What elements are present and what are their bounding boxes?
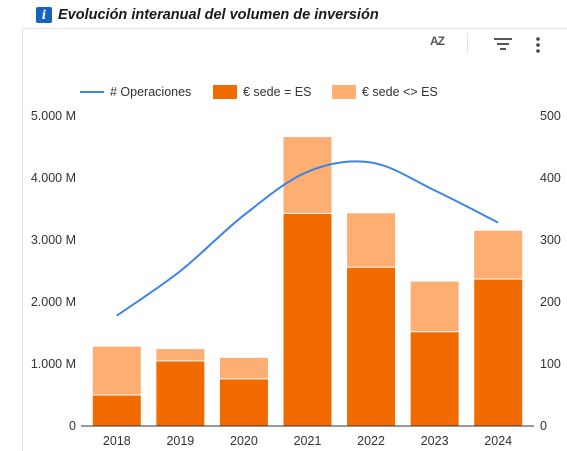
x-tick-label: 2023: [421, 434, 449, 448]
y-right-tick-label: 0: [540, 419, 547, 433]
chart-panel: [22, 28, 567, 451]
x-tick-label: 2018: [103, 434, 131, 448]
toolbar-divider: [467, 33, 468, 53]
bar-sede-es: [219, 378, 268, 426]
y-left-tick-label: 5.000 M: [31, 109, 76, 123]
y-right-tick-label: 400: [540, 171, 561, 185]
y-right-tick-label: 200: [540, 295, 561, 309]
bar-sede-es: [347, 267, 396, 426]
y-right-tick-label: 100: [540, 357, 561, 371]
more-vert-icon[interactable]: [535, 37, 541, 53]
bar-sede-otra: [283, 137, 332, 214]
y-left-tick-label: 3.000 M: [31, 233, 76, 247]
legend-label-2: € sede <> ES: [362, 85, 438, 99]
filter-icon[interactable]: [494, 38, 512, 50]
bar-sede-otra: [92, 346, 141, 395]
bar-sede-otra: [156, 349, 205, 361]
x-tick-label: 2020: [230, 434, 258, 448]
x-tick-label: 2019: [166, 434, 194, 448]
bar-sede-otra: [347, 213, 396, 268]
y-left-tick-label: 1.000 M: [31, 357, 76, 371]
legend-box-swatch-1: [213, 85, 237, 99]
x-tick-label: 2024: [484, 434, 512, 448]
legend-box-swatch-2: [332, 85, 356, 99]
bar-sede-otra: [474, 230, 523, 280]
line-operaciones: [116, 160, 499, 317]
legend-label-operaciones: # Operaciones: [110, 85, 191, 99]
y-left-tick-label: 4.000 M: [31, 171, 76, 185]
bar-sede-otra: [219, 357, 268, 379]
bar-sede-es: [92, 395, 141, 426]
bar-sede-otra: [410, 281, 459, 332]
x-tick-label: 2021: [294, 434, 322, 448]
x-tick-label: 2022: [357, 434, 385, 448]
bar-sede-es: [410, 331, 459, 426]
bar-sede-es: [283, 213, 332, 426]
y-right-tick-label: 500: [540, 109, 561, 123]
chart-title: Evolución interanual del volumen de inve…: [58, 7, 379, 23]
chart-header: i Evolución interanual del volumen de in…: [36, 4, 379, 26]
info-icon[interactable]: i: [36, 7, 52, 23]
y-right-tick-label: 300: [540, 233, 561, 247]
bar-sede-es: [474, 279, 523, 426]
legend-label-1: € sede = ES: [243, 85, 311, 99]
sort-az-icon[interactable]: AZ: [430, 34, 445, 48]
y-left-tick-label: 0: [69, 419, 76, 433]
bar-sede-es: [156, 360, 205, 426]
y-left-tick-label: 2.000 M: [31, 295, 76, 309]
